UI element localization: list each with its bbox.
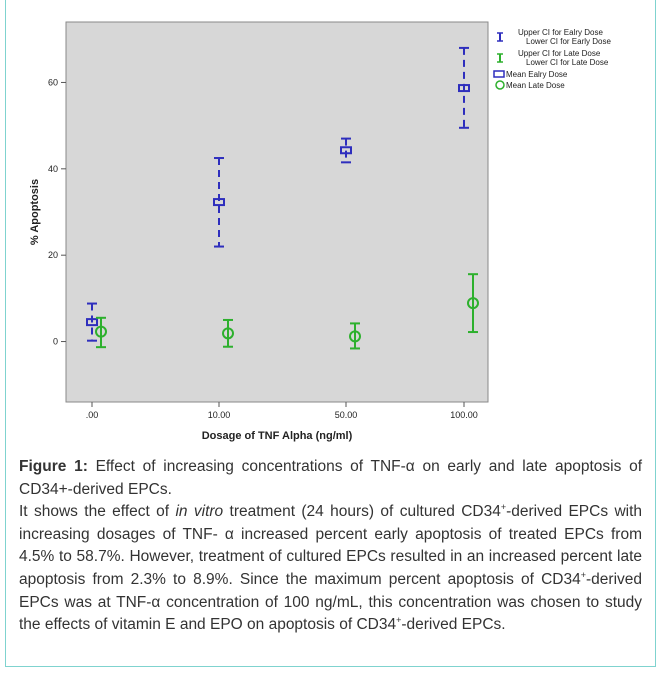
legend-label-mean-early: Mean Ealry Dose (506, 70, 568, 79)
x-tick-label: 50.00 (335, 410, 358, 420)
y-axis: 0 20 40 60 (48, 77, 66, 347)
y-tick-label: 60 (48, 77, 58, 87)
legend: Upper CI for Ealry Dose Lower CI for Ear… (493, 28, 611, 90)
legend-label-mean-late: Mean Late Dose (506, 81, 565, 90)
desc-superscript: + (500, 502, 507, 513)
legend-item-early-ci: Upper CI for Ealry Dose Lower CI for Ear… (518, 28, 611, 46)
desc-text: -derived EPCs with increasing dosages of… (19, 503, 643, 588)
legend-label-late-ci-lower: Lower CI for Late Dose (526, 58, 609, 67)
early-mean-marker (340, 146, 352, 155)
caption-description: It shows the effect of in vitro treatmen… (19, 501, 642, 637)
figure-label: Figure 1: (19, 458, 88, 475)
x-tick-label: 100.00 (450, 410, 478, 420)
late-mean-marker (467, 297, 479, 310)
y-axis-label: % Apoptosis (29, 179, 41, 245)
early-mean-marker (458, 84, 470, 93)
x-tick-label: .00 (86, 410, 99, 420)
legend-symbol-mean-early (493, 70, 505, 78)
desc-superscript: + (580, 569, 586, 580)
plot-area (65, 21, 489, 403)
late-mean-marker (349, 330, 361, 343)
legend-symbol-mean-late (495, 80, 505, 90)
early-mean-marker (213, 198, 225, 207)
figure-caption: Figure 1: Effect of increasing concentra… (19, 456, 642, 637)
caption-title: Figure 1: Effect of increasing concentra… (19, 456, 642, 501)
chart-marks (86, 46, 479, 350)
desc-text: treatment (24 hours) of cultured CD34 (223, 503, 501, 521)
legend-label-early-ci-lower: Lower CI for Early Dose (526, 37, 611, 46)
legend-label-early-ci-upper: Upper CI for Ealry Dose (518, 28, 603, 37)
x-tick-label: 10.00 (208, 410, 231, 420)
legend-item-late-ci: Upper CI for Late Dose Lower CI for Late… (518, 49, 609, 67)
desc-text: It shows the effect of (19, 503, 176, 521)
legend-label-late-ci-upper: Upper CI for Late Dose (518, 49, 601, 58)
desc-superscript: + (396, 615, 402, 625)
desc-text: -derived EPCs was at TNF-α concentration… (19, 570, 642, 634)
y-tick-label: 20 (48, 250, 58, 260)
figure-frame (5, 0, 656, 667)
desc-italic: in vitro (175, 503, 224, 521)
late-mean-marker (222, 327, 234, 340)
late-mean-marker (95, 325, 107, 338)
early-mean-marker (86, 318, 98, 327)
y-tick-label: 0 (53, 337, 58, 347)
x-axis-label: Dosage of TNF Alpha (ng/ml) (202, 430, 353, 442)
y-tick-label: 40 (48, 164, 58, 174)
x-axis: .00 10.00 50.00 100.00 (86, 402, 478, 420)
desc-text: -derived EPCs. (401, 616, 506, 634)
figure-title: Effect of increasing concentrations of T… (19, 458, 642, 498)
